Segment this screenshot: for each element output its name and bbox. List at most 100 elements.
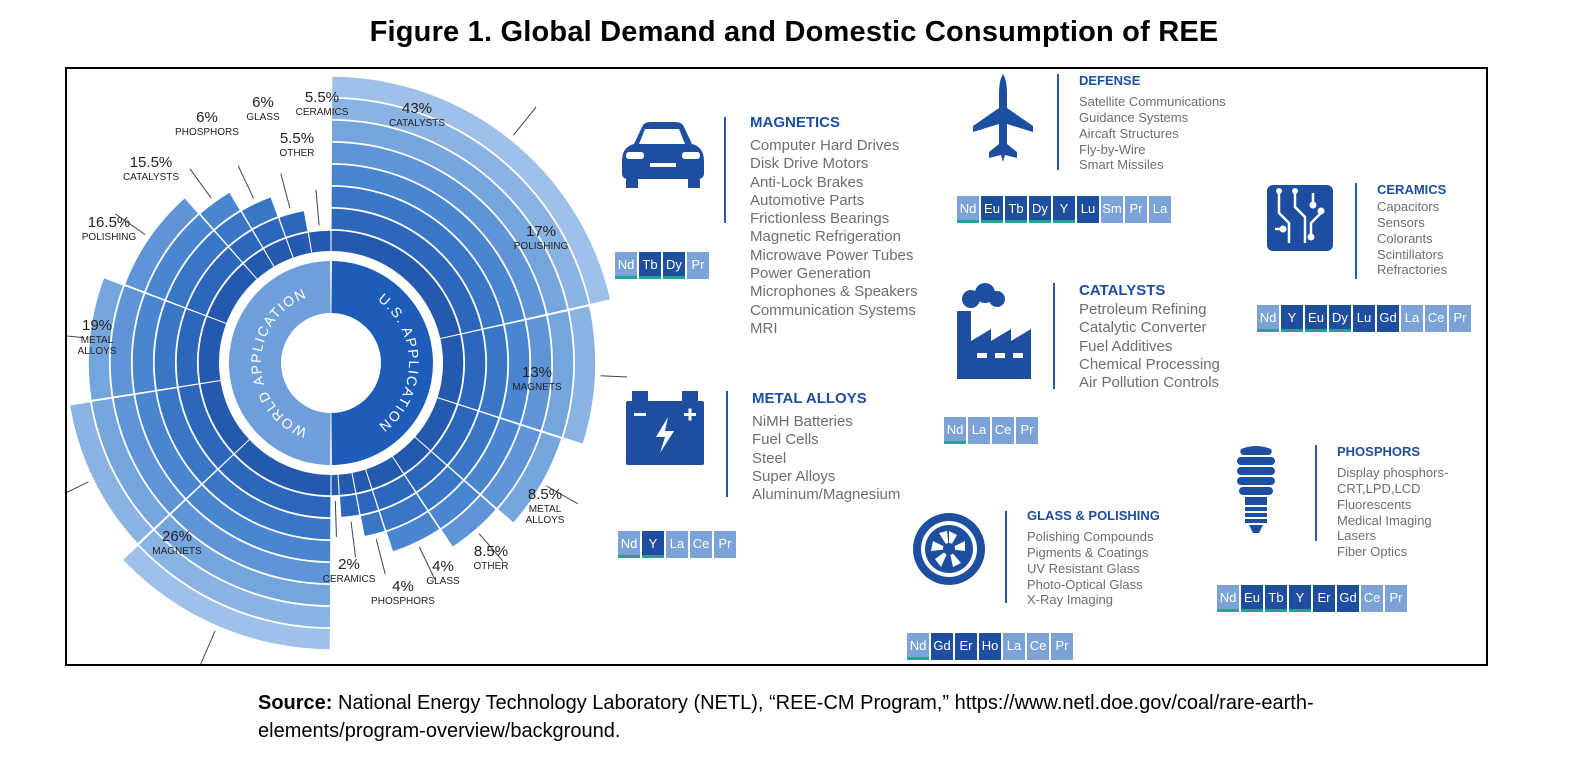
list-item: Refractories <box>1377 262 1448 278</box>
slice-category-label: POLISHING <box>82 232 137 243</box>
slice-category-label: GLASS <box>426 576 460 587</box>
sunburst-segment <box>331 474 339 496</box>
sunburst-segment <box>441 495 496 547</box>
sunburst-segment <box>331 164 525 324</box>
list-item: Petroleum Refining <box>1079 301 1207 318</box>
magnetics-list: Computer Hard Drives Disk Drive Motors Ant… <box>750 137 918 338</box>
sunburst-segment <box>157 388 217 484</box>
sunburst-segment <box>338 473 356 495</box>
sunburst-segment <box>145 214 213 300</box>
catalysts-list: Petroleum Refining Catalytic Converter Fue… <box>1079 301 1220 392</box>
element-nd: Nd <box>618 531 640 558</box>
element-la: La <box>666 531 688 558</box>
slice-percent-label: 8.5% <box>528 486 562 503</box>
slice-percent-label: 43% <box>402 100 432 117</box>
element-dy: Dy <box>1329 305 1351 332</box>
catalysts-elements: Nd La Ce Pr <box>944 417 1038 444</box>
element-nd: Nd <box>615 252 637 279</box>
car-icon <box>622 122 704 188</box>
camera-aperture-icon <box>913 513 985 585</box>
element-ho: Ho <box>979 633 1001 660</box>
element-y: Y <box>1281 305 1303 332</box>
defense-list: Satellite Communications Guidance Systems… <box>1079 94 1226 173</box>
sunburst-segment <box>360 511 385 536</box>
ceramics-elements: Nd Y Eu Dy Lu Gd La Ce Pr <box>1257 305 1471 332</box>
leader-line <box>350 521 357 558</box>
element-y: Y <box>1053 196 1075 223</box>
element-ce: Ce <box>690 531 712 558</box>
element-eu: Eu <box>1305 305 1327 332</box>
divider-line <box>1057 74 1059 170</box>
leader-line <box>418 546 436 580</box>
list-item: Lasers <box>1337 528 1377 544</box>
list-item: Magnetic Refrigeration <box>750 228 901 246</box>
slice-percent-label: 19% <box>82 317 112 334</box>
list-item: Medical Imaging <box>1337 512 1432 528</box>
element-er: Er <box>1313 585 1335 612</box>
list-item: Scintillators <box>1377 246 1444 262</box>
sunburst-segment <box>154 301 185 390</box>
metal-alloys-list: NiMH Batteries Fuel Cells Steel Super Alloy… <box>752 413 900 504</box>
glass-polishing-title: GLASS & POLISHING <box>1027 508 1160 523</box>
list-item: UV Resistant Glass <box>1027 560 1140 576</box>
phosphors-list: Display phosphors- CRT,LPD,LCD Fluorescen… <box>1337 465 1448 560</box>
sunburst-segment <box>386 512 440 552</box>
slice-category-label: CERAMICS <box>296 107 349 118</box>
divider-line <box>724 117 726 223</box>
sunburst-segment <box>331 120 568 314</box>
element-dy: Dy <box>1029 196 1051 223</box>
list-item: Microwave Power Tubes <box>750 246 914 264</box>
light-bulb-icon <box>1237 446 1275 533</box>
defense-title: DEFENSE <box>1079 73 1141 88</box>
sunburst-segment <box>500 320 530 424</box>
list-item: Catalytic Converter <box>1079 319 1207 337</box>
element-y: Y <box>642 531 664 558</box>
sunburst-segment <box>244 249 274 279</box>
sunburst-segment <box>405 452 447 492</box>
sunburst-segment <box>139 530 330 628</box>
sunburst-segment <box>88 278 123 400</box>
list-item: NiMH Batteries <box>752 413 853 430</box>
slice-percent-label: 16.5% <box>88 214 131 231</box>
element-sm: Sm <box>1101 196 1123 223</box>
divider-line <box>726 391 728 497</box>
sunburst-segment <box>176 309 206 387</box>
list-item: Colorants <box>1377 230 1433 246</box>
leader-line <box>513 106 537 136</box>
list-item: Sensors <box>1377 214 1425 230</box>
phosphors-elements: Nd Eu Tb Y Er Gd Ce Pr <box>1217 585 1407 612</box>
list-item: Fuel Additives <box>1079 337 1173 355</box>
element-pr: Pr <box>1016 417 1038 444</box>
list-item: X-Ray Imaging <box>1027 592 1113 608</box>
slice-percent-label: 6% <box>196 109 218 126</box>
element-la: La <box>968 417 990 444</box>
list-item: Microphones & Speakers <box>750 283 918 301</box>
list-item: Display phosphors- <box>1337 465 1449 480</box>
slice-category-label: METAL <box>529 504 562 515</box>
element-tb: Tb <box>1005 196 1027 223</box>
sunburst-segment <box>366 456 404 489</box>
sunburst-segment <box>187 485 331 562</box>
list-item: Anti-Lock Brakes <box>750 173 864 191</box>
sunburst-segment <box>356 490 379 515</box>
sunburst-segment <box>308 230 331 253</box>
source-note: Source: National Energy Technology Labor… <box>258 689 1408 745</box>
sunburst-segment <box>171 500 331 584</box>
element-dy: Dy <box>663 252 685 279</box>
element-gd: Gd <box>931 633 953 660</box>
list-item: Smart Missiles <box>1079 157 1164 173</box>
element-ce: Ce <box>1361 585 1383 612</box>
element-eu: Eu <box>981 196 1003 223</box>
ceramics-list: Capacitors Sensors Colorants Scintillators R… <box>1377 199 1447 278</box>
sunburst-segment <box>563 306 596 444</box>
sunburst-segment <box>429 481 480 529</box>
sunburst-segment <box>70 402 153 544</box>
list-item: Aircaft Structures <box>1079 125 1179 141</box>
sunburst-segment <box>229 230 263 263</box>
sunburst-segment <box>417 466 463 510</box>
sunburst-segment <box>332 98 589 309</box>
element-la: La <box>1401 305 1423 332</box>
list-item: Capacitors <box>1377 199 1440 214</box>
sunburst-segment <box>123 545 330 650</box>
slice-category-label: MAGNETS <box>152 546 202 557</box>
